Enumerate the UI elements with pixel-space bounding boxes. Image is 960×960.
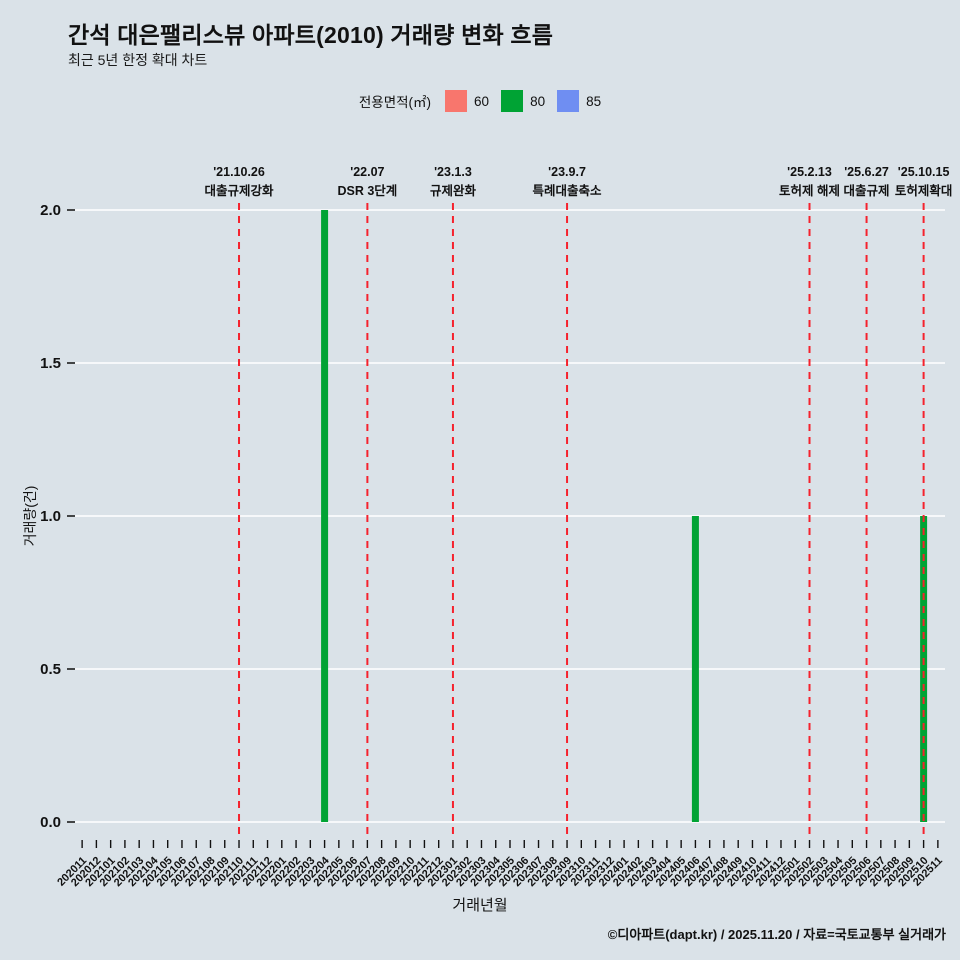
event-label: 대출규제강화 — [205, 183, 275, 198]
event-date: '25.2.13 — [787, 165, 832, 179]
legend-swatch-60 — [445, 90, 468, 112]
footer-credit: ©디아파트(dapt.kr) / 2025.11.20 / 자료=국토교통부 실… — [607, 927, 946, 942]
chart-subtitle: 최근 5년 한정 확대 차트 — [68, 52, 208, 68]
y-tick-label: 0.5 — [40, 661, 61, 678]
legend-label-60: 60 — [474, 93, 490, 109]
legend-item-60: 60 — [445, 90, 489, 112]
legend-title: 전용면적(㎡) — [358, 95, 432, 110]
y-tick-label: 0.0 — [40, 814, 61, 831]
y-tick-label: 2.0 — [40, 202, 61, 219]
bar-202204 — [321, 210, 329, 822]
chart-title: 간석 대은팰리스뷰 아파트(2010) 거래량 변화 흐름 — [68, 22, 554, 48]
legend-item-85: 85 — [557, 90, 601, 112]
legend-swatch-80 — [501, 90, 524, 112]
legend-item-80: 80 — [501, 90, 545, 112]
x-axis-title: 거래년월 — [452, 897, 508, 914]
event-date: '22.07 — [350, 165, 384, 179]
event-date: '23.9.7 — [548, 165, 586, 179]
event-date: '21.10.26 — [213, 165, 265, 179]
legend-swatch-85 — [557, 90, 580, 112]
bar-202406 — [691, 516, 699, 822]
bar-202510 — [920, 516, 928, 822]
event-label: 토허제 해제 — [779, 183, 840, 198]
legend: 전용면적(㎡) 60 80 85 — [0, 90, 960, 112]
event-label: 대출규제 — [844, 183, 890, 198]
legend-label-85: 85 — [586, 93, 602, 109]
event-label: 특례대출축소 — [533, 183, 603, 198]
event-date: '23.1.3 — [434, 165, 472, 179]
legend-label-80: 80 — [530, 93, 546, 109]
event-date: '25.10.15 — [898, 165, 950, 179]
event-label: DSR 3단계 — [337, 183, 397, 198]
event-label: 규제완화 — [430, 183, 477, 198]
y-tick-label: 1.5 — [40, 355, 61, 372]
event-label: 토허제확대 — [895, 183, 953, 198]
y-tick-label: 1.0 — [40, 508, 61, 525]
event-date: '25.6.27 — [844, 165, 889, 179]
